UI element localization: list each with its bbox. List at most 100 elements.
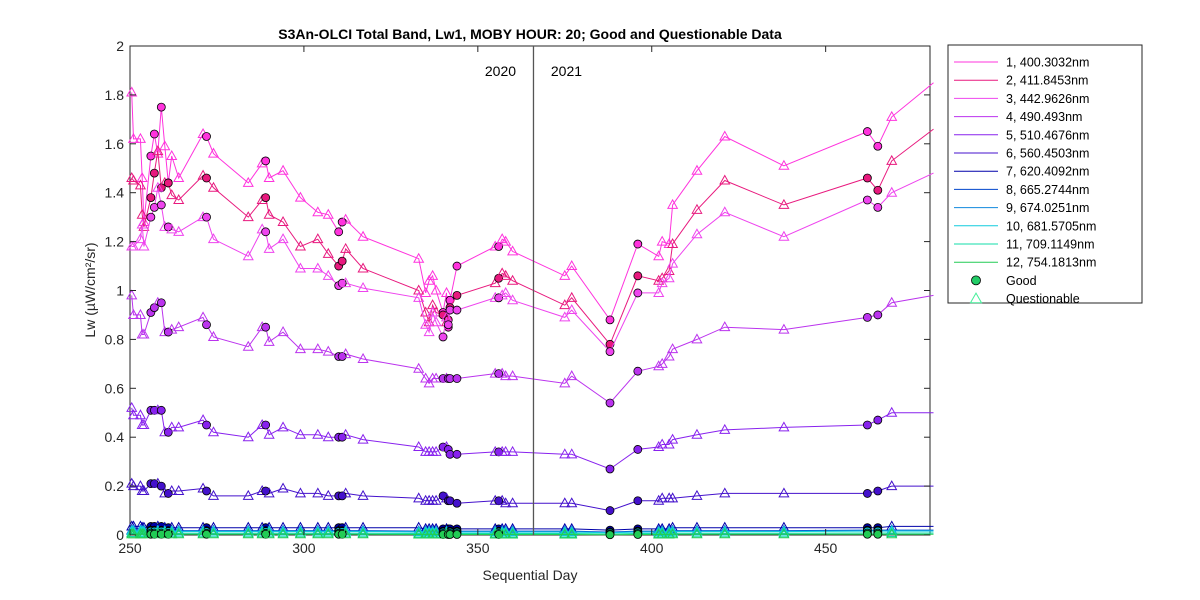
questionable-point (507, 497, 519, 508)
good-point (452, 290, 462, 300)
good-point (873, 310, 883, 320)
questionable-point (653, 250, 665, 261)
questionable-point (242, 528, 254, 539)
questionable-point (134, 179, 147, 190)
questionable-point (667, 198, 679, 209)
questionable-point (357, 433, 369, 444)
questionable-point (312, 343, 324, 354)
questionable-point (430, 528, 442, 539)
questionable-point (152, 147, 164, 158)
questionable-point (566, 260, 578, 271)
questionable-point (420, 372, 432, 383)
questionable-point (559, 526, 571, 537)
good-point (605, 530, 615, 540)
questionable-point (357, 262, 369, 273)
questionable-point (340, 487, 352, 498)
questionable-point (277, 528, 289, 539)
questionable-point (413, 526, 425, 537)
questionable-point (656, 357, 668, 368)
questionable-point (566, 497, 578, 508)
good-point (202, 486, 211, 496)
questionable-point (420, 286, 432, 297)
questionable-point (559, 299, 571, 310)
questionable-point (423, 274, 435, 285)
questionable-point (691, 428, 703, 439)
questionable-point (507, 370, 519, 381)
questionable-point (134, 233, 147, 244)
questionable-point (277, 421, 289, 432)
questionable-point (136, 218, 148, 229)
series-line (131, 82, 934, 328)
good-point (633, 271, 643, 281)
questionable-point (312, 528, 324, 539)
questionable-point (656, 438, 668, 449)
questionable-point (719, 423, 731, 434)
questionable-point (719, 525, 731, 536)
y-tick-label: 0.8 (105, 331, 125, 347)
questionable-point (263, 487, 275, 498)
questionable-point (263, 172, 275, 183)
questionable-point (778, 159, 790, 170)
good-point (862, 312, 872, 322)
y-tick-label: 1.2 (105, 234, 125, 250)
questionable-point (322, 528, 334, 539)
good-point (862, 489, 872, 498)
x-tick-label: 250 (118, 540, 142, 556)
questionable-point (886, 528, 898, 539)
questionable-point (340, 528, 352, 539)
ticks-layer: 250 300 350 400 450 0 0.2 0.4 0.6 0.8 1 1.2 1.4 1.6 1.… (105, 38, 930, 556)
good-point (873, 185, 883, 195)
questionable-point (166, 223, 178, 234)
questionable-point (242, 489, 254, 500)
questionable-point (886, 406, 898, 417)
questionable-point (127, 132, 140, 143)
good-point (605, 347, 615, 357)
y-tick-label: 0.4 (105, 429, 125, 445)
questionable-point (413, 252, 425, 263)
questionable-point (653, 286, 665, 297)
questionable-point (294, 240, 307, 251)
questionable-point (242, 211, 254, 222)
good-point (202, 420, 211, 430)
questionable-point (173, 421, 185, 432)
good-point (862, 420, 872, 430)
good-point (452, 261, 462, 271)
questionable-point (691, 489, 703, 500)
questionable-point (427, 269, 439, 280)
series-group (126, 528, 934, 540)
good-point (163, 178, 173, 188)
good-point (452, 305, 462, 315)
good-point (605, 464, 615, 474)
good-point (873, 202, 883, 212)
good-point (202, 212, 211, 222)
questionable-point (357, 489, 369, 500)
questionable-point (440, 286, 453, 297)
legend-questionable-marker (969, 292, 983, 304)
questionable-point (667, 528, 679, 539)
questionable-point (127, 528, 140, 539)
questionable-point (242, 340, 254, 351)
questionable-point (500, 528, 512, 539)
good-point (862, 173, 872, 183)
good-point (873, 141, 883, 151)
questionable-point (263, 208, 275, 219)
questionable-point (134, 409, 147, 420)
legend-entry: 2, 411.8453nm (1006, 74, 1088, 88)
questionable-point (778, 198, 790, 209)
good-point (261, 420, 271, 430)
questionable-point (263, 528, 275, 539)
legend-entry: 3, 442.9626nm (1006, 92, 1089, 106)
y-tick-label: 0 (116, 527, 124, 543)
good-point (633, 496, 643, 506)
questionable-point (173, 484, 185, 495)
questionable-point (559, 311, 571, 322)
good-point (202, 320, 211, 330)
questionable-point (500, 269, 512, 280)
questionable-point (312, 206, 324, 217)
questionable-point (778, 528, 790, 539)
good-point (452, 449, 462, 459)
good-point (156, 200, 166, 210)
questionable-point (559, 448, 571, 459)
good-point (862, 127, 872, 136)
